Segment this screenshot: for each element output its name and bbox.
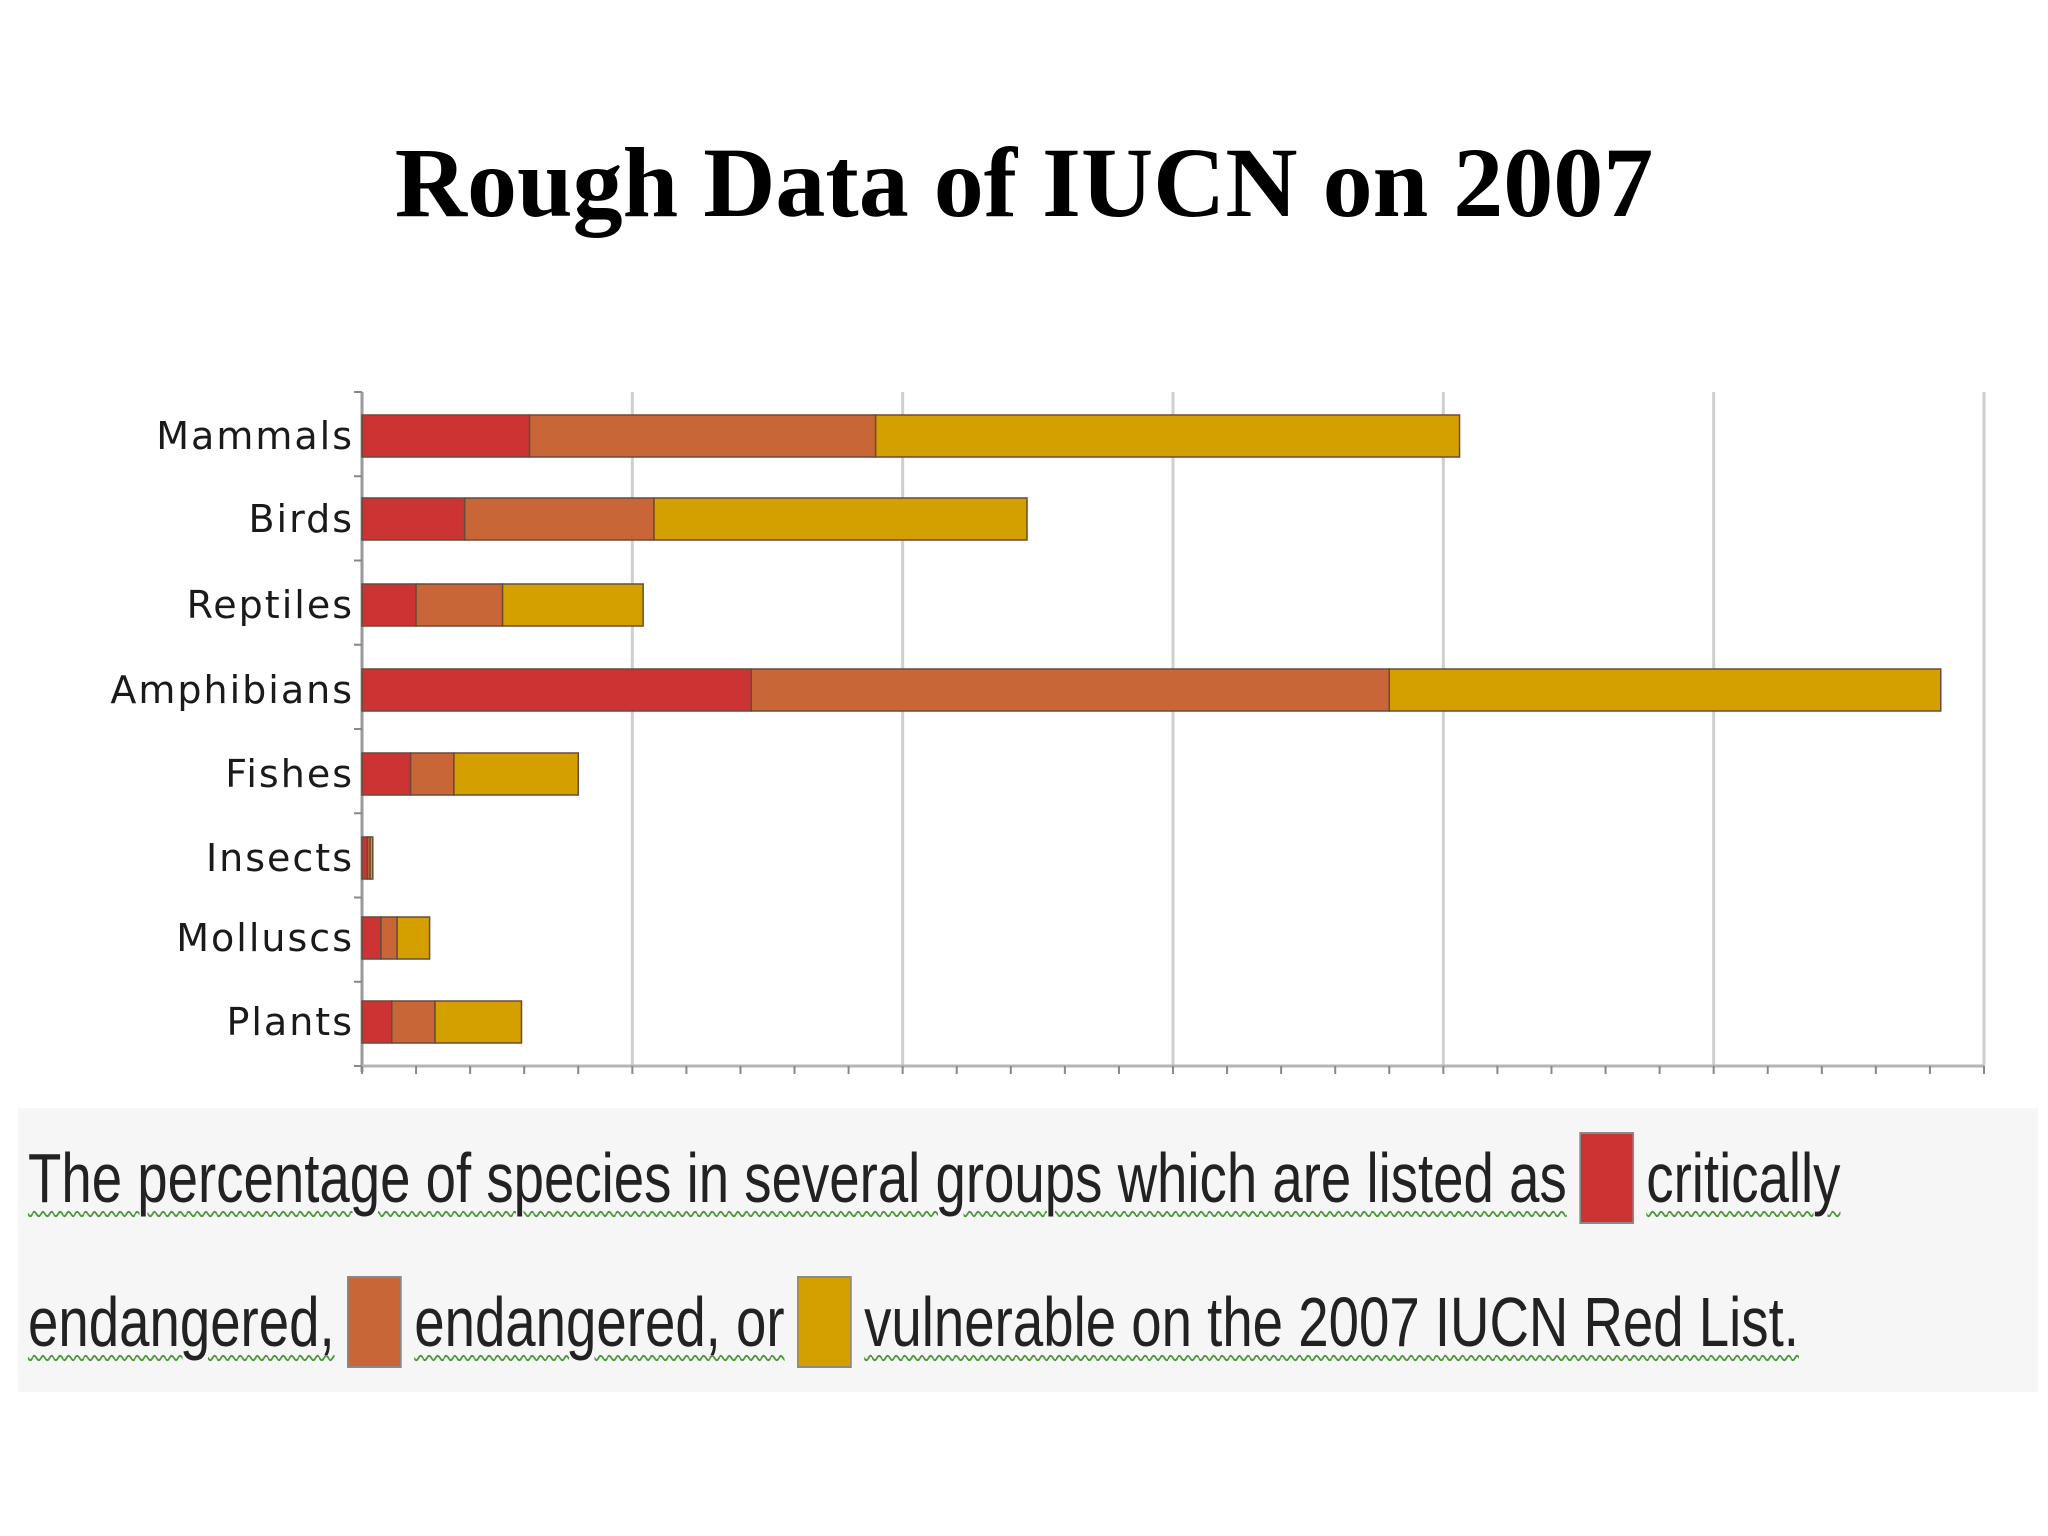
bar-segment xyxy=(361,668,753,712)
bar-segment xyxy=(501,583,644,627)
caption-line-1: The percentage of species in several gro… xyxy=(28,1132,1840,1224)
bar-segment xyxy=(361,583,417,627)
caption-text-critically: critically xyxy=(1646,1139,1841,1217)
caption-text-endangered-1: endangered, xyxy=(28,1283,335,1361)
bar-segment xyxy=(415,583,504,627)
category-labels: Mammals Birds Reptiles Amphibians Fishes Inse… xyxy=(110,414,354,1044)
stacked-bar-chart: Mammals Birds Reptiles Amphibians Fishes Inse… xyxy=(110,391,1986,1074)
bars xyxy=(361,414,1942,1044)
bar-segment xyxy=(361,497,466,541)
caption-text-endangered-or: endangered, or xyxy=(414,1283,785,1361)
bar-segment xyxy=(434,1000,523,1044)
category-label: Insects xyxy=(206,836,354,880)
caption-text-1: The percentage of species in several gro… xyxy=(28,1139,1567,1217)
category-label: Birds xyxy=(248,497,354,541)
bar-segment xyxy=(653,497,1028,541)
bar-segment xyxy=(528,414,877,458)
legend-caption: The percentage of species in several gro… xyxy=(18,1108,2038,1392)
grid-lines xyxy=(630,392,1986,1066)
category-label: Plants xyxy=(226,1000,354,1044)
bar-segment xyxy=(750,668,1391,712)
category-label: Molluscs xyxy=(176,916,354,960)
category-label: Amphibians xyxy=(110,668,354,712)
bar-segment xyxy=(1388,668,1942,712)
caption-text-vulnerable: vulnerable on the 2007 IUCN Red List. xyxy=(864,1283,1799,1361)
bar-segment xyxy=(361,414,531,458)
bar-segment xyxy=(361,752,412,796)
bar-segment xyxy=(453,752,580,796)
category-label: Reptiles xyxy=(187,583,354,627)
swatch-endangered xyxy=(347,1276,402,1368)
bar-segment xyxy=(396,916,431,960)
bar-segment xyxy=(380,916,398,960)
slide-title: Rough Data of IUCN on 2007 xyxy=(394,127,1654,238)
bar-segment xyxy=(390,1000,436,1044)
category-label: Mammals xyxy=(156,414,354,458)
bar-segment xyxy=(361,916,382,960)
bar-segment xyxy=(369,836,374,880)
axes xyxy=(354,391,1985,1074)
caption-line-2: endangered, endangered, or vulnerable on t… xyxy=(28,1276,1799,1368)
bar-segment xyxy=(361,836,369,880)
category-label: Fishes xyxy=(225,752,354,796)
swatch-critically-endangered xyxy=(1579,1132,1634,1224)
swatch-vulnerable xyxy=(797,1276,852,1368)
bar-segment xyxy=(874,414,1461,458)
bar-segment xyxy=(409,752,455,796)
bar-segment xyxy=(361,1000,393,1044)
bar-segment xyxy=(463,497,655,541)
